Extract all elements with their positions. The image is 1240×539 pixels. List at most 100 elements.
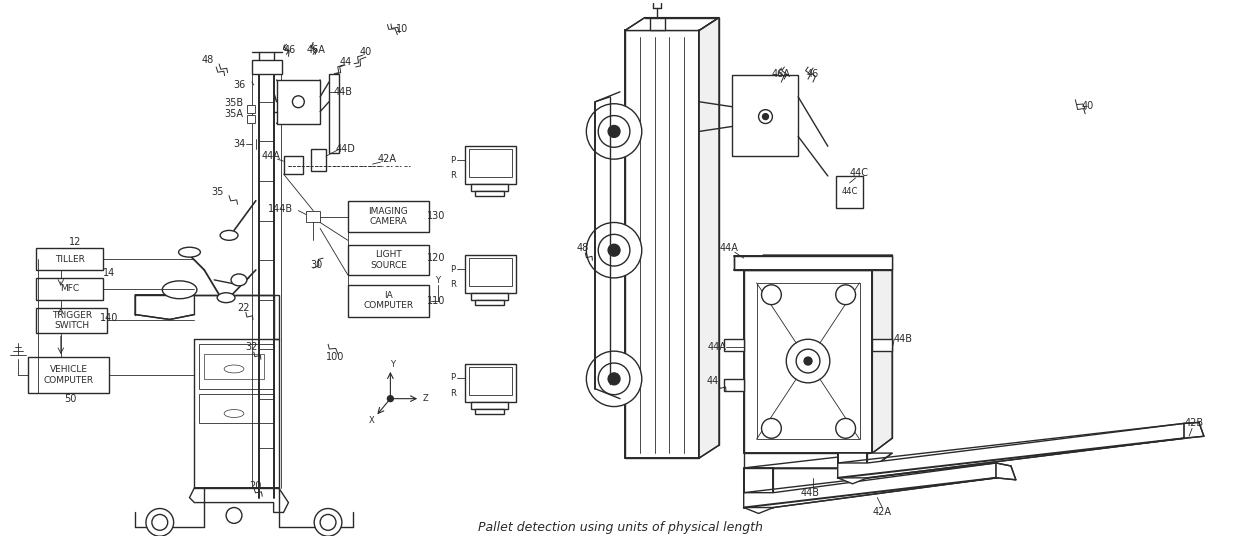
Text: 144B: 144B: [268, 204, 294, 213]
Text: 46: 46: [283, 45, 295, 56]
Text: R: R: [450, 280, 456, 289]
Text: 46: 46: [807, 69, 820, 79]
Bar: [311, 149, 326, 171]
Circle shape: [836, 285, 856, 305]
Bar: [470, 184, 508, 191]
Bar: [200, 344, 274, 389]
Bar: [475, 191, 505, 196]
Text: Y: Y: [389, 360, 394, 369]
Circle shape: [759, 109, 773, 123]
Text: 48: 48: [577, 243, 589, 253]
Text: 44A: 44A: [708, 342, 727, 352]
Text: 44A: 44A: [719, 243, 738, 253]
Polygon shape: [838, 424, 1184, 478]
Text: P: P: [450, 156, 456, 164]
Bar: [36, 248, 103, 270]
Polygon shape: [734, 256, 892, 270]
Circle shape: [320, 514, 336, 530]
Text: 22: 22: [238, 302, 250, 313]
Bar: [36, 278, 103, 300]
Polygon shape: [744, 453, 892, 468]
Circle shape: [763, 114, 769, 120]
Text: 42A: 42A: [873, 508, 892, 517]
Circle shape: [587, 351, 642, 406]
Circle shape: [587, 223, 642, 278]
Text: 35B: 35B: [224, 98, 243, 108]
Text: R: R: [450, 389, 456, 398]
Text: Pallet detection using units of physical length: Pallet detection using units of physical…: [477, 521, 763, 534]
Bar: [284, 156, 304, 174]
Bar: [247, 105, 254, 113]
Text: 44B: 44B: [334, 87, 352, 97]
Bar: [306, 211, 320, 223]
Polygon shape: [744, 270, 873, 453]
Text: 14: 14: [103, 268, 115, 278]
Text: TILLER: TILLER: [55, 254, 84, 264]
Text: X: X: [368, 416, 374, 425]
Text: 30: 30: [310, 260, 322, 270]
Polygon shape: [625, 18, 719, 31]
Ellipse shape: [179, 247, 201, 257]
Bar: [348, 285, 429, 316]
Ellipse shape: [231, 274, 247, 286]
Bar: [29, 357, 109, 393]
Bar: [724, 379, 744, 391]
Bar: [469, 149, 512, 177]
Ellipse shape: [162, 281, 197, 299]
Bar: [475, 300, 505, 305]
Polygon shape: [838, 453, 868, 484]
Circle shape: [587, 103, 642, 159]
Ellipse shape: [217, 293, 236, 303]
Text: 12: 12: [68, 237, 81, 247]
Text: 42B: 42B: [1184, 418, 1204, 429]
Bar: [744, 453, 873, 468]
Text: 44C: 44C: [849, 168, 869, 178]
Circle shape: [293, 96, 304, 108]
Polygon shape: [744, 468, 774, 514]
Circle shape: [786, 339, 830, 383]
Text: 42A: 42A: [378, 154, 397, 164]
Circle shape: [761, 418, 781, 438]
Ellipse shape: [221, 230, 238, 240]
Bar: [756, 283, 859, 439]
Circle shape: [796, 349, 820, 373]
Text: LIGHT
SOURCE: LIGHT SOURCE: [370, 251, 407, 270]
Text: 40: 40: [360, 47, 372, 57]
Polygon shape: [625, 31, 699, 458]
Text: 10: 10: [396, 24, 408, 34]
Bar: [36, 308, 108, 333]
Circle shape: [598, 234, 630, 266]
Bar: [836, 176, 863, 208]
Bar: [465, 146, 516, 184]
Text: 46A: 46A: [306, 45, 326, 56]
Text: 44B: 44B: [894, 334, 913, 344]
Text: 100: 100: [326, 352, 345, 362]
Text: 44D: 44D: [336, 144, 356, 154]
Text: MFC: MFC: [61, 284, 79, 293]
Bar: [247, 115, 254, 122]
Bar: [470, 402, 508, 409]
Bar: [465, 364, 516, 402]
Bar: [277, 80, 320, 123]
Text: 44: 44: [340, 57, 352, 67]
Circle shape: [608, 373, 620, 385]
Circle shape: [146, 508, 174, 536]
Circle shape: [804, 357, 812, 365]
Text: 48: 48: [202, 55, 215, 65]
Bar: [650, 18, 665, 31]
Text: IA
COMPUTER: IA COMPUTER: [363, 291, 413, 310]
Text: Y: Y: [435, 277, 440, 285]
Bar: [205, 354, 264, 379]
Bar: [469, 258, 512, 286]
Text: P: P: [450, 374, 456, 382]
Text: R: R: [450, 171, 456, 181]
Bar: [465, 255, 516, 293]
Text: 120: 120: [427, 253, 445, 263]
Text: 110: 110: [427, 296, 445, 306]
Polygon shape: [996, 463, 1016, 480]
Text: TRIGGER
SWITCH: TRIGGER SWITCH: [52, 311, 92, 330]
Text: 130: 130: [427, 211, 445, 220]
Polygon shape: [195, 295, 279, 339]
Text: VEHICLE
COMPUTER: VEHICLE COMPUTER: [43, 365, 94, 385]
Bar: [200, 393, 274, 424]
